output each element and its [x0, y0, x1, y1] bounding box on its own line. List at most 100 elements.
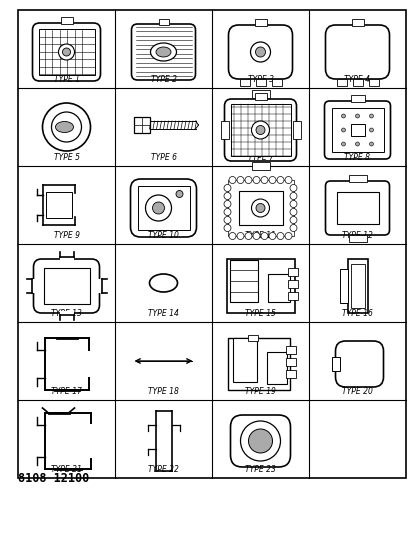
Bar	[288, 268, 298, 276]
Circle shape	[277, 176, 284, 183]
Circle shape	[369, 114, 374, 118]
Text: TYPE 9: TYPE 9	[53, 231, 79, 240]
Bar	[266, 352, 286, 384]
Bar	[252, 90, 270, 98]
Bar	[39, 29, 95, 75]
Bar	[337, 192, 379, 224]
Bar	[240, 78, 249, 85]
Circle shape	[253, 232, 260, 239]
Circle shape	[237, 176, 244, 183]
Circle shape	[224, 224, 231, 231]
Circle shape	[285, 232, 292, 239]
Text: TYPE 4: TYPE 4	[344, 75, 370, 84]
Circle shape	[356, 142, 360, 146]
Circle shape	[152, 202, 164, 214]
Bar	[60, 253, 74, 261]
Circle shape	[176, 190, 183, 198]
Circle shape	[290, 192, 297, 199]
Circle shape	[42, 103, 90, 151]
Bar	[254, 93, 266, 100]
Ellipse shape	[156, 47, 171, 57]
Text: TYPE 8: TYPE 8	[344, 153, 370, 162]
Circle shape	[224, 216, 231, 223]
Text: TYPE 18: TYPE 18	[148, 387, 179, 396]
Circle shape	[256, 125, 265, 134]
FancyBboxPatch shape	[326, 25, 390, 79]
Circle shape	[229, 232, 236, 239]
Circle shape	[224, 200, 231, 207]
Circle shape	[58, 44, 74, 60]
Bar	[220, 121, 229, 139]
Bar	[233, 338, 256, 382]
Bar	[332, 357, 339, 371]
Text: TYPE 21: TYPE 21	[51, 465, 82, 474]
Bar	[254, 19, 266, 26]
Bar	[28, 279, 35, 293]
Text: TYPE 19: TYPE 19	[245, 387, 276, 396]
Circle shape	[224, 192, 231, 199]
Circle shape	[356, 114, 360, 118]
Bar	[268, 274, 289, 302]
Text: TYPE 13: TYPE 13	[51, 309, 82, 318]
Circle shape	[252, 199, 270, 217]
Circle shape	[245, 176, 252, 183]
Text: 8108 12100: 8108 12100	[18, 472, 89, 485]
Circle shape	[240, 421, 280, 461]
Circle shape	[256, 204, 265, 213]
Circle shape	[224, 184, 231, 191]
Text: TYPE 20: TYPE 20	[342, 387, 373, 396]
Bar	[351, 264, 365, 308]
Circle shape	[256, 47, 266, 57]
Bar	[347, 259, 367, 313]
Circle shape	[277, 232, 284, 239]
FancyBboxPatch shape	[229, 25, 293, 79]
Text: TYPE 10: TYPE 10	[148, 231, 179, 240]
Bar	[349, 235, 367, 241]
Circle shape	[290, 208, 297, 215]
Bar	[351, 94, 365, 101]
Text: TYPE 1: TYPE 1	[53, 75, 79, 84]
Text: TYPE 14: TYPE 14	[148, 309, 179, 318]
Text: TYPE 2: TYPE 2	[150, 75, 176, 84]
Text: TYPE 3: TYPE 3	[247, 75, 273, 84]
Circle shape	[250, 42, 270, 62]
Circle shape	[145, 195, 171, 221]
Bar	[247, 335, 258, 341]
FancyBboxPatch shape	[224, 99, 296, 161]
Circle shape	[261, 176, 268, 183]
Bar	[18, 10, 406, 478]
Text: TYPE 11: TYPE 11	[245, 231, 276, 240]
Bar	[353, 78, 363, 85]
Circle shape	[269, 176, 276, 183]
Circle shape	[290, 216, 297, 223]
Circle shape	[269, 232, 276, 239]
Circle shape	[245, 232, 252, 239]
Text: TYPE 23: TYPE 23	[245, 465, 276, 474]
FancyBboxPatch shape	[132, 24, 196, 80]
Bar	[272, 78, 282, 85]
Bar	[231, 104, 291, 156]
Bar	[349, 174, 367, 182]
Bar	[46, 192, 72, 218]
Circle shape	[290, 184, 297, 191]
Text: TYPE 15: TYPE 15	[245, 309, 276, 318]
FancyBboxPatch shape	[131, 179, 196, 237]
Bar	[229, 260, 258, 302]
Bar	[369, 78, 379, 85]
Text: TYPE 16: TYPE 16	[342, 309, 373, 318]
FancyBboxPatch shape	[335, 341, 383, 387]
Text: TYPE 6: TYPE 6	[150, 153, 176, 162]
Bar	[60, 311, 74, 319]
Circle shape	[369, 128, 374, 132]
FancyBboxPatch shape	[326, 181, 390, 235]
FancyBboxPatch shape	[231, 415, 291, 467]
Bar	[252, 162, 270, 170]
Bar	[286, 358, 296, 366]
Circle shape	[290, 200, 297, 207]
Bar	[226, 259, 295, 313]
Bar	[159, 19, 169, 25]
Ellipse shape	[150, 274, 178, 292]
Bar	[138, 186, 189, 230]
Text: TYPE 5: TYPE 5	[53, 153, 79, 162]
Bar	[351, 124, 365, 136]
